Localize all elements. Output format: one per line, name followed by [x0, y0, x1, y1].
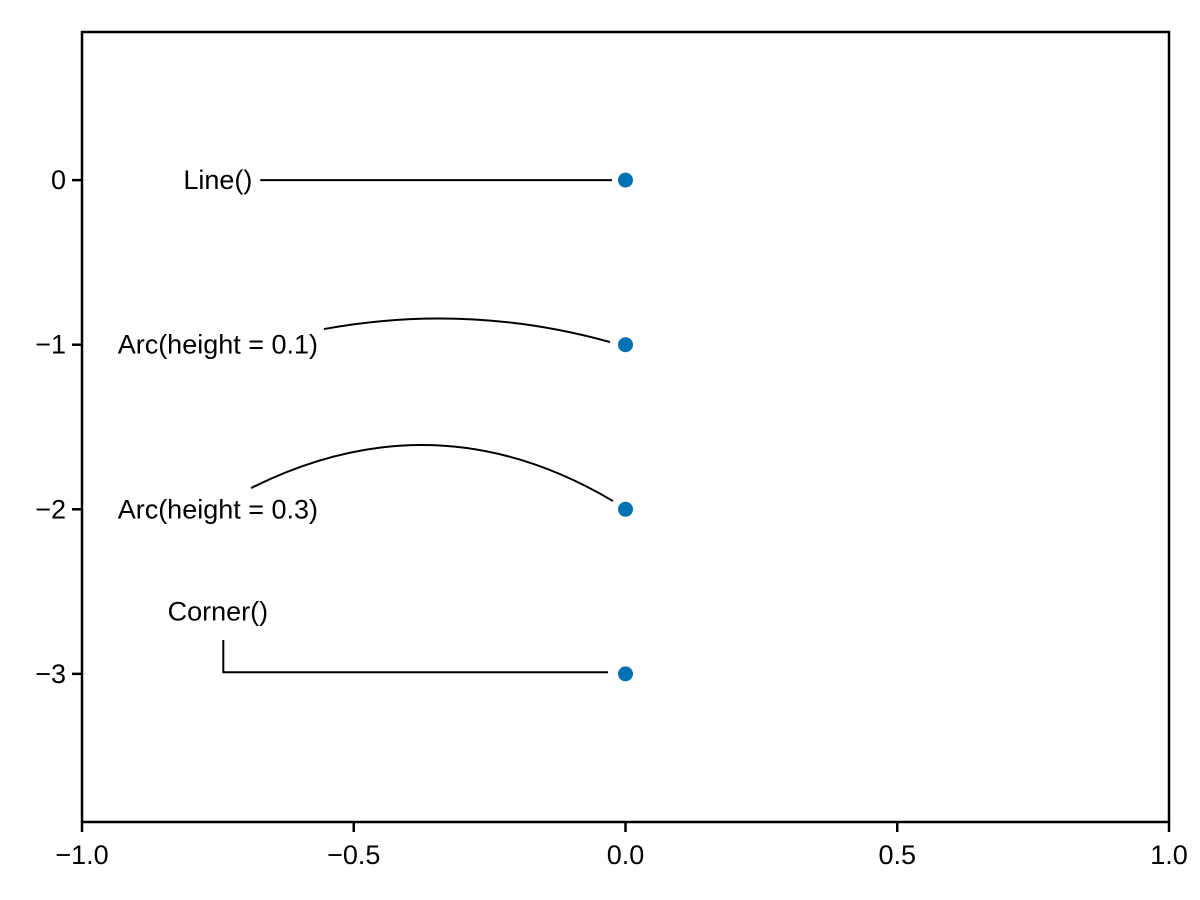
y-tick-label: −1: [35, 330, 66, 360]
x-tick-label: −0.5: [327, 840, 380, 870]
x-tick-label: −1.0: [55, 840, 108, 870]
annotation-connector-arc: [250, 444, 614, 502]
data-point: [618, 172, 633, 188]
annotation-connector-corner: [222, 639, 609, 674]
annotation-label: Corner(): [168, 596, 269, 626]
x-tick-label: 0.0: [607, 840, 645, 870]
x-tick-label: 0.5: [878, 840, 916, 870]
annotation-label: Arc(height = 0.3): [118, 494, 318, 524]
data-point: [618, 666, 633, 682]
x-tick-label: 1.0: [1150, 840, 1188, 870]
plot-border: [80, 30, 1171, 824]
annotation-connector-arc: [323, 317, 611, 344]
data-point: [618, 337, 633, 353]
y-tick-label: 0: [51, 165, 66, 195]
y-tick-label: −3: [35, 659, 66, 689]
annotation-label: Arc(height = 0.1): [118, 330, 318, 360]
annotation-label: Line(): [183, 165, 252, 195]
y-tick-label: −2: [35, 494, 66, 524]
data-point: [618, 501, 633, 517]
